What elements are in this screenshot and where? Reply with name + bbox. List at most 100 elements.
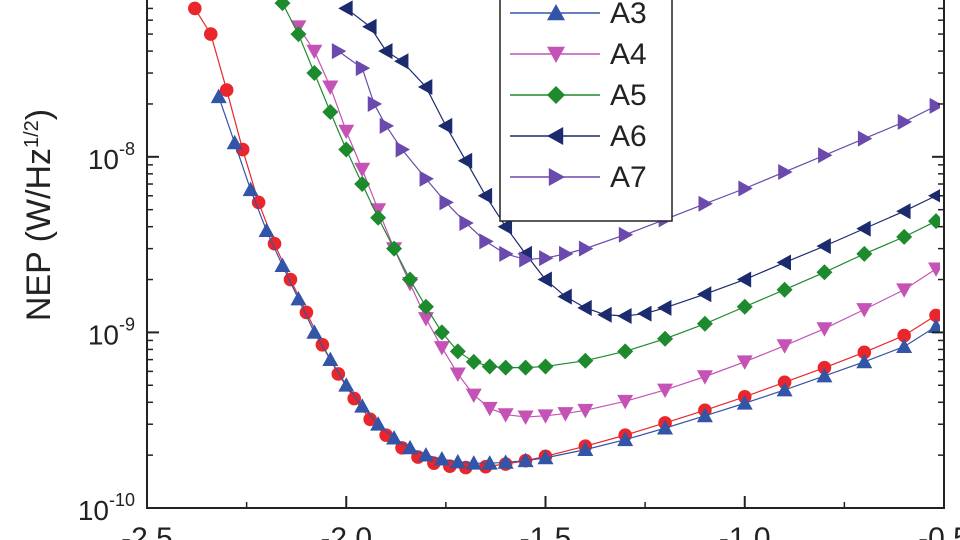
series-a6-point [776, 254, 791, 271]
series-unlabeled-point [897, 328, 911, 343]
series-a7-point [778, 163, 793, 180]
x-tick-label: -2.5 [121, 522, 173, 540]
series-unlabeled-point [203, 27, 218, 41]
legend-box [499, 0, 673, 222]
series-a3-point [696, 407, 713, 423]
series-a6-point [362, 18, 377, 35]
series-a3-point [465, 455, 482, 470]
series-unlabeled-point [299, 305, 314, 320]
series-a3-point [417, 447, 434, 462]
x-tick-label: -1.0 [719, 522, 771, 540]
legend: A3 A4 A5 A6 A7 [499, 0, 673, 222]
y-tick-label: 10-8 [88, 139, 135, 175]
series-a5-point [928, 213, 940, 230]
series-unlabeled-point [331, 367, 346, 381]
series-a4-point [417, 312, 434, 327]
series-a3-point [928, 318, 940, 333]
legend-label: A3 [610, 0, 647, 30]
series-a6-point [338, 0, 353, 17]
series-a4-point [338, 124, 355, 140]
series-a3-point [433, 451, 450, 466]
series-a6-point [577, 299, 592, 316]
series-a5-point [497, 359, 514, 376]
series-a3-point [657, 420, 674, 435]
series-a4-point [577, 403, 594, 419]
series-a7-point [698, 195, 713, 212]
legend-item-a5: A5 [510, 79, 647, 112]
legend-item-a3: A3 [510, 0, 647, 30]
y-tick-label: 10-10 [78, 490, 135, 526]
series-a7-point [379, 117, 395, 134]
series-a3-point [354, 398, 371, 413]
series-a6-point [816, 238, 831, 255]
series-a7-point [479, 233, 494, 250]
series-a7-point [419, 170, 434, 187]
legend-marker [547, 86, 565, 104]
series-a6-point [657, 299, 672, 316]
legend-label: A7 [610, 161, 647, 194]
series-a7-point [559, 245, 574, 262]
series-a7-point [499, 245, 514, 262]
series-a5-point [481, 358, 498, 375]
series-a6-point [378, 43, 393, 60]
series-a3-point [776, 381, 793, 397]
series-a5-point [338, 141, 355, 158]
series-a7-point [818, 147, 833, 164]
series-a4-point [354, 162, 371, 178]
legend-label: A6 [610, 120, 647, 153]
series-a3-point [258, 222, 275, 238]
x-tick-label: -0.5 [918, 522, 960, 540]
series-a3-point [537, 449, 554, 465]
series-a7-point [929, 97, 940, 114]
series-a6-point [457, 152, 473, 169]
series-a7-point [459, 214, 474, 231]
series-a3-point [617, 431, 634, 447]
series-a6-point [637, 305, 652, 322]
series-a3-point [517, 452, 534, 468]
legend-marker [547, 127, 564, 145]
y-tick-label: 10-9 [88, 314, 135, 350]
series-unlabeled-point [363, 412, 377, 427]
series-a5-point [696, 315, 713, 332]
legend-label: A5 [610, 79, 647, 112]
y-axis-title: NEP (W/Hz1/2) [20, 109, 58, 321]
series-a3-point [306, 324, 323, 339]
series-a3-point [449, 453, 466, 469]
legend-item-a7: A7 [510, 161, 647, 194]
series-a5-point [816, 264, 833, 281]
series-unlabeled-point [857, 345, 872, 360]
series-a5-point [402, 271, 419, 288]
series-a5 [274, 0, 940, 376]
series-a5-point [322, 103, 339, 120]
series-a6-line [345, 7, 937, 317]
series-a3-point [481, 455, 498, 470]
legend-marker [548, 168, 565, 186]
series-a3-point [386, 430, 403, 445]
series-a3-point [497, 454, 514, 469]
series-a4-point [557, 407, 574, 422]
y-axis-title-main: NEP (W/Hz [20, 148, 58, 321]
series-unlabeled-point [929, 308, 940, 323]
series-a5-point [537, 358, 554, 375]
series-a5-point [417, 298, 434, 315]
series-a3-point [274, 257, 291, 273]
series-a5-point [433, 324, 450, 341]
series-a3-point [370, 416, 387, 431]
series-a4-point [497, 408, 514, 423]
series-unlabeled-point [817, 360, 832, 375]
legend-item-a6: A6 [510, 120, 647, 153]
series-a3 [210, 88, 940, 470]
series-a5-point [465, 353, 482, 370]
series-a4-point [816, 322, 833, 337]
series-a7-point [618, 226, 634, 243]
series-a6-point [557, 288, 572, 305]
series-a4-point [449, 367, 466, 382]
series-a7-point [439, 194, 454, 211]
series-a5-point [517, 359, 534, 376]
series-a4-point [465, 388, 482, 404]
series-a3-point [242, 181, 259, 197]
series-a5-point [776, 281, 793, 298]
series-a4-point [856, 303, 873, 318]
series-unlabeled-point [188, 1, 202, 16]
series-a7-point [395, 141, 411, 158]
